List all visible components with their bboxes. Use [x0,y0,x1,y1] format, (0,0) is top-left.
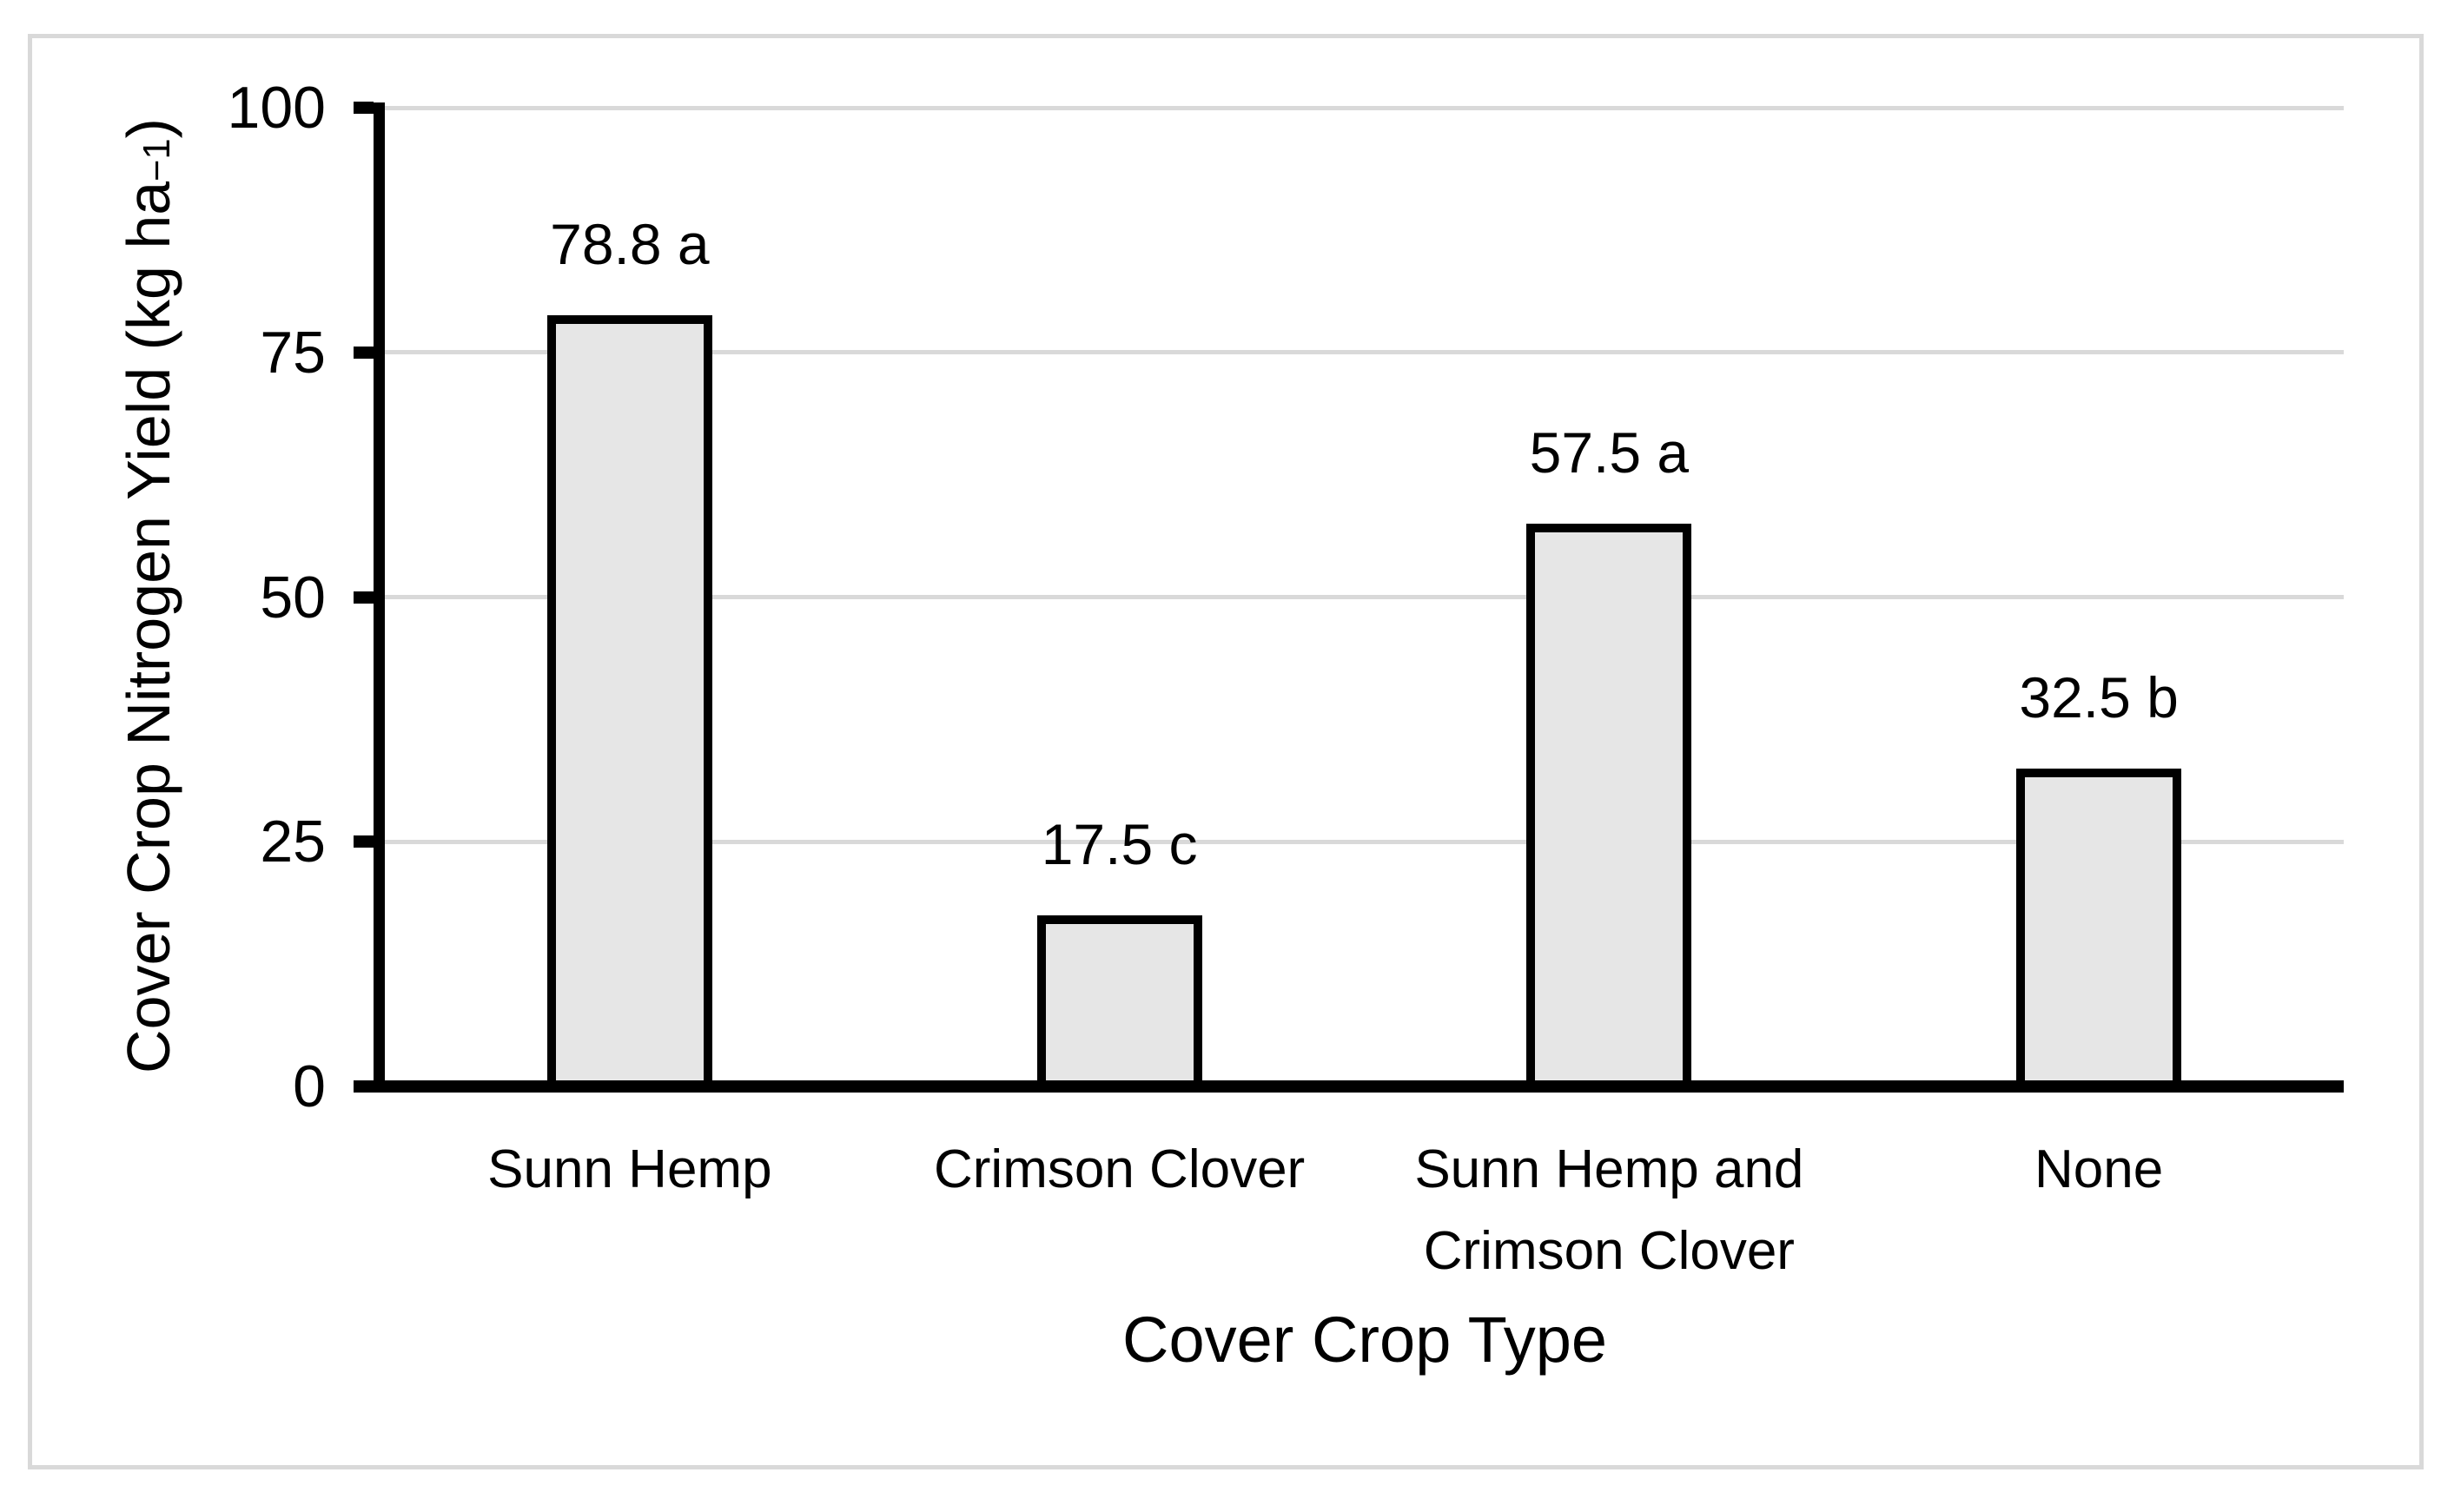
bar-value-label-2: 17.5 c [1041,811,1198,876]
x-tick-label-1-line-1: Sunn Hemp [487,1139,772,1199]
y-tick-25 [354,835,374,848]
x-tick-label-3-line-2: Crimson Clover [1423,1221,1795,1281]
bar-value-label-3: 57.5 a [1529,419,1690,485]
bar-2 [1036,914,1202,1091]
x-axis-title: Cover Crop Type [1122,1304,1607,1376]
y-tick-label-25: 25 [260,809,326,875]
y-tick-50 [354,591,374,604]
bar-4 [2016,768,2182,1091]
y-gridline-50 [385,595,2344,599]
chart-outer-border [28,34,2424,1469]
y-tick-label-75: 75 [260,319,326,386]
x-tick-label-1: Sunn Hemp [369,1129,890,1211]
y-tick-label-100: 100 [227,75,326,141]
y-tick-100 [354,102,374,114]
y-tick-label-0: 0 [293,1053,326,1119]
x-axis-line [356,1080,2344,1093]
bar-value-label-1: 78.8 a [550,211,710,276]
bar-3 [1526,523,1692,1091]
x-tick-label-3-line-1: Sunn Hemp and [1414,1139,1804,1199]
y-axis-title-superscript: −1 [136,138,178,182]
x-tick-label-4: None [1838,1129,2359,1211]
y-tick-75 [354,346,374,359]
x-tick-label-3: Sunn Hemp and Crimson Clover [1348,1129,1869,1292]
bar-value-label-4: 32.5 b [2019,664,2179,730]
y-gridline-100 [385,105,2344,110]
x-tick-label-2: Crimson Clover [859,1129,1380,1211]
x-tick-label-4-line-1: None [2034,1139,2164,1199]
x-tick-label-2-line-1: Crimson Clover [934,1139,1306,1199]
y-gridline-75 [385,350,2344,355]
y-axis-line [374,102,385,1093]
bar-1 [546,314,712,1091]
y-tick-label-50: 50 [260,564,326,631]
y-gridline-25 [385,839,2344,844]
y-tick-0 [354,1080,374,1093]
